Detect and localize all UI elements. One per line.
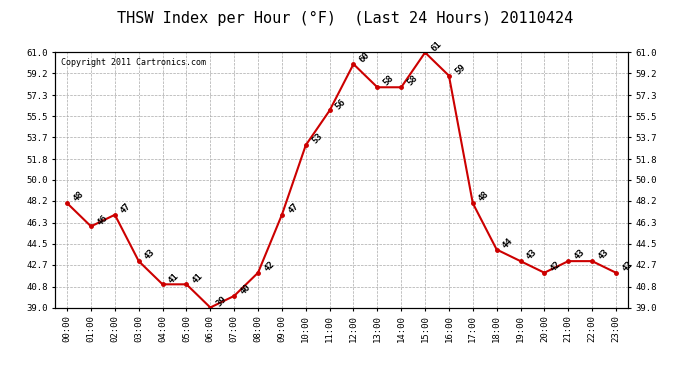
- Text: 44: 44: [501, 236, 515, 250]
- Text: 43: 43: [573, 248, 586, 262]
- Text: 58: 58: [382, 74, 395, 88]
- Text: 48: 48: [71, 190, 86, 204]
- Text: 42: 42: [620, 260, 634, 273]
- Text: 53: 53: [310, 132, 324, 146]
- Text: 46: 46: [95, 213, 109, 227]
- Text: 41: 41: [167, 271, 181, 285]
- Text: 60: 60: [357, 51, 372, 65]
- Text: 42: 42: [262, 260, 276, 273]
- Text: 43: 43: [596, 248, 610, 262]
- Text: 61: 61: [429, 39, 443, 53]
- Text: 41: 41: [190, 271, 204, 285]
- Text: 56: 56: [334, 97, 348, 111]
- Text: 43: 43: [143, 248, 157, 262]
- Text: 58: 58: [405, 74, 420, 88]
- Text: 42: 42: [549, 260, 562, 273]
- Text: 39: 39: [215, 294, 228, 308]
- Text: 47: 47: [119, 201, 133, 215]
- Text: Copyright 2011 Cartronics.com: Copyright 2011 Cartronics.com: [61, 58, 206, 67]
- Text: 43: 43: [524, 248, 539, 262]
- Text: 59: 59: [453, 62, 467, 76]
- Text: 47: 47: [286, 201, 300, 215]
- Text: 48: 48: [477, 190, 491, 204]
- Text: 40: 40: [238, 282, 253, 297]
- Text: THSW Index per Hour (°F)  (Last 24 Hours) 20110424: THSW Index per Hour (°F) (Last 24 Hours)…: [117, 11, 573, 26]
